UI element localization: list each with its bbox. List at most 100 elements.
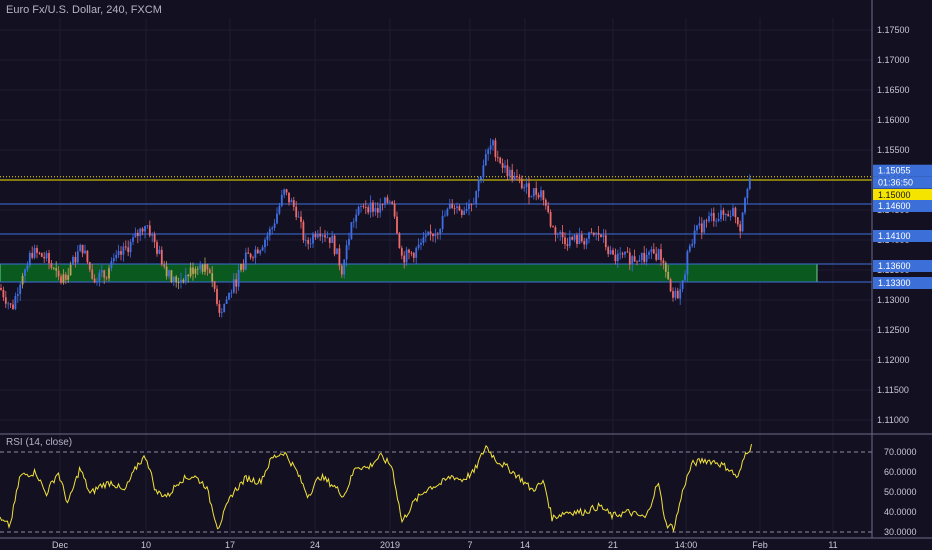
candle-body [420,242,422,245]
candle-body [645,254,648,262]
candle-body [432,233,434,237]
candle-body [112,258,115,262]
candle-body [280,194,283,206]
candle-body [180,279,182,283]
candle-body [506,165,509,177]
candle-body [84,250,86,254]
candle-body [194,268,197,274]
price-tag-box [873,277,932,289]
price-tag-label: 1.14100 [878,231,911,241]
candle-body [278,205,281,214]
candle-body [693,230,696,244]
candle-body [684,274,686,281]
candle-body [172,276,175,283]
candle-body [240,263,242,271]
candle-body [196,268,199,270]
candle-body [698,223,701,226]
candle-body [336,248,338,255]
candle-body [696,225,698,231]
candle-body [520,178,523,189]
price-tag-box [873,200,932,212]
candle-body [355,214,358,222]
candle-body [146,225,149,227]
candle-body [88,262,91,270]
candle-body [712,212,715,222]
candle-body [624,251,626,255]
candle-body [100,270,103,273]
candle-body [369,202,372,213]
candle-body [206,264,209,270]
candle-body [292,200,295,207]
candle-body [122,246,125,255]
candle-body [14,295,17,309]
candle-body [182,279,185,283]
candle-body [199,264,202,270]
candle-body [393,203,396,217]
candle-body [616,253,619,262]
candle-body [290,200,293,203]
candle-body [314,234,317,238]
candle-body [211,273,214,282]
candle-body [475,191,478,204]
candle-body [564,237,566,245]
candle-body [115,254,118,259]
candle-body [312,234,314,244]
candle-body [348,238,350,246]
candle-body [285,189,288,193]
candle-body [72,256,74,265]
candle-body [679,289,682,299]
price-tick-label: 1.16500 [877,85,910,95]
candle-body [259,250,262,254]
candle-body [271,227,274,230]
candle-body [415,247,418,258]
rsi-line [0,443,752,533]
candle-body [177,282,180,284]
rsi-tick-label: 60.0000 [884,467,917,477]
candle-body [201,264,204,272]
candle-body [168,270,170,277]
candle-body [105,277,108,279]
candle-body [477,179,480,192]
candle-body [408,249,410,253]
candle-body [21,275,24,285]
candle-body [456,206,458,209]
candle-body [403,255,406,263]
candle-body [324,235,326,238]
candle-body [230,292,233,294]
candle-body [525,183,528,188]
candle-body [518,177,521,179]
candle-body [472,203,475,205]
candle-body [252,257,254,259]
price-tick-label: 1.12000 [877,355,910,365]
price-tick-label: 1.12500 [877,325,910,335]
candle-body [636,261,638,263]
candle-body [309,243,312,245]
candle-body [532,188,535,197]
candle-body [38,252,41,254]
candle-body [352,221,355,223]
candle-body [400,248,403,256]
candle-body [458,206,461,211]
candle-body [626,251,629,253]
price-tag-label: 1.13300 [878,278,911,288]
candle-body [139,228,142,237]
candle-body [93,278,96,283]
candle-body [216,288,218,304]
candle-body [470,204,473,206]
candle-body [549,211,552,227]
candle-body [410,252,413,254]
candle-body [436,233,439,235]
candle-body [633,256,636,262]
candle-body [559,232,562,234]
price-tick-label: 1.15500 [877,145,910,155]
candlestick-series [0,137,751,318]
candle-body [283,189,286,195]
candle-body [64,274,67,280]
time-tick-label: 14:00 [675,540,698,550]
candle-body [388,201,391,203]
candle-body [597,232,600,235]
candle-body [384,197,386,205]
candle-body [170,270,173,283]
candle-body [386,197,389,203]
